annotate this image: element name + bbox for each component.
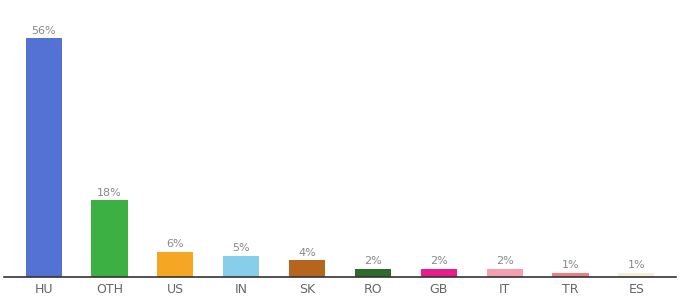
Text: 1%: 1%	[562, 260, 579, 271]
Bar	[618, 273, 654, 277]
Bar	[26, 38, 62, 277]
Bar	[486, 269, 523, 277]
Text: 18%: 18%	[97, 188, 122, 198]
Text: 2%: 2%	[364, 256, 381, 266]
Text: 1%: 1%	[628, 260, 645, 271]
Text: 5%: 5%	[233, 243, 250, 254]
Text: 2%: 2%	[430, 256, 447, 266]
Bar	[223, 256, 259, 277]
Text: 56%: 56%	[31, 26, 56, 36]
Bar	[91, 200, 128, 277]
Bar	[289, 260, 325, 277]
Text: 6%: 6%	[167, 239, 184, 249]
Text: 4%: 4%	[299, 248, 316, 258]
Bar	[157, 252, 194, 277]
Bar	[355, 269, 391, 277]
Bar	[421, 269, 457, 277]
Bar	[552, 273, 589, 277]
Text: 2%: 2%	[496, 256, 513, 266]
